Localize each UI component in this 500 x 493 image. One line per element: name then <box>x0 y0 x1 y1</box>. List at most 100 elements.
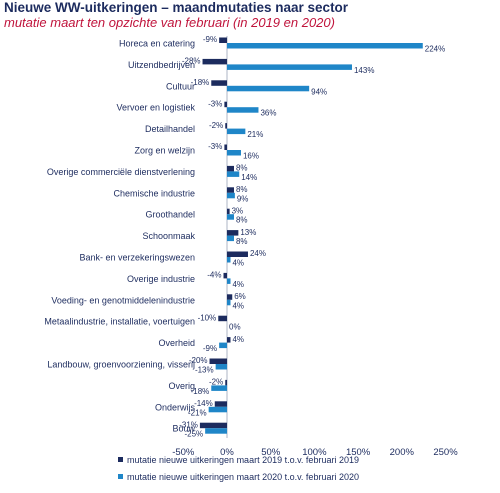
x-tick-label: 200% <box>390 447 415 458</box>
bar-series-1 <box>225 379 227 386</box>
data-label-series-1: 4% <box>232 335 244 344</box>
category-label: Chemische industrie <box>113 188 195 198</box>
data-label-series-1: 3% <box>232 206 244 215</box>
data-label-series-1: 13% <box>240 228 256 237</box>
category-label: Cultuur <box>166 81 195 91</box>
bar-series-1 <box>225 123 227 129</box>
bar-series-2 <box>227 85 310 92</box>
legend-swatch-2 <box>118 474 123 479</box>
data-label-series-2: 94% <box>311 87 327 96</box>
bar-series-1 <box>227 230 239 236</box>
data-label-series-1: -3% <box>208 99 222 108</box>
bar-series-2 <box>227 150 241 156</box>
category-label: Vervoer en logistiek <box>116 103 195 113</box>
bar-series-2 <box>227 192 235 199</box>
bar-series-1 <box>227 165 234 172</box>
category-label: Overig <box>168 381 195 391</box>
data-label-series-2: 8% <box>236 216 248 225</box>
bar-series-2 <box>227 128 246 135</box>
bar-series-2 <box>227 235 234 242</box>
chart-title: Nieuwe WW-uitkeringen – maandmutaties na… <box>4 0 349 15</box>
data-label-series-1: -4% <box>207 271 221 280</box>
data-label-series-2: 14% <box>241 173 257 182</box>
x-tick-label: 50% <box>261 447 281 458</box>
bar-series-1 <box>218 315 227 322</box>
data-label-series-1: -31% <box>179 420 198 429</box>
legend-swatch-1 <box>118 457 123 462</box>
bar-series-1 <box>227 251 248 257</box>
data-label-series-1: -14% <box>194 399 213 408</box>
chart-subtitle: mutatie maart ten opzichte van februari … <box>4 15 335 30</box>
data-label-series-1: -9% <box>203 35 217 44</box>
category-label: Overheid <box>158 338 195 348</box>
data-label-series-2: -9% <box>203 344 217 353</box>
x-tick-label: 0% <box>220 447 234 458</box>
bar-series-2 <box>205 428 227 434</box>
bar-series-2 <box>219 342 227 349</box>
x-tick-label: 250% <box>433 447 458 458</box>
data-label-series-1: 24% <box>250 249 266 258</box>
data-label-series-1: -10% <box>198 313 217 322</box>
bar-series-2 <box>227 171 240 177</box>
bar-series-1 <box>199 422 227 429</box>
category-label: Uitzendbedrijven <box>128 60 195 70</box>
data-label-series-2: -13% <box>195 366 214 375</box>
category-label: Zorg en welzijn <box>134 146 195 156</box>
data-label-series-2: -25% <box>184 430 203 439</box>
bar-series-1 <box>227 294 233 300</box>
bar-series-2 <box>227 43 423 49</box>
data-label-series-2: 143% <box>354 66 374 75</box>
bar-series-2 <box>215 364 227 370</box>
category-label: Schoonmaak <box>142 231 195 241</box>
bar-series-1 <box>219 37 227 43</box>
bar-series-1 <box>227 187 234 193</box>
data-label-series-2: 4% <box>232 280 244 289</box>
bar-series-1 <box>211 80 227 86</box>
x-tick-label: 150% <box>346 447 371 458</box>
data-label-series-2: -18% <box>191 387 210 396</box>
bar-series-1 <box>202 58 227 65</box>
bar-series-2 <box>227 257 231 263</box>
data-label-series-2: 4% <box>232 301 244 310</box>
data-label-series-2: 16% <box>243 152 259 161</box>
category-label: Voeding- en genotmiddelenindustrie <box>51 295 195 305</box>
bar-series-2 <box>208 406 227 413</box>
category-label: Onderwijs <box>155 402 196 412</box>
data-label-series-2: 36% <box>260 109 276 118</box>
data-label-series-1: -20% <box>189 356 208 365</box>
bar-series-1 <box>224 144 227 150</box>
data-label-series-2: 4% <box>232 259 244 268</box>
legend-label-2: mutatie nieuwe uitkeringen maart 2020 t.… <box>127 472 359 482</box>
category-label: Bouw <box>172 424 195 434</box>
bar-series-1 <box>209 358 227 364</box>
category-label: Landbouw, groenvoorziening, visserij <box>47 360 195 370</box>
data-label-series-1: -18% <box>191 78 210 87</box>
bar-series-2 <box>227 278 231 284</box>
category-label: Overige industrie <box>127 274 195 284</box>
data-label-series-1: 8% <box>236 185 248 194</box>
category-label: Groothandel <box>145 210 195 220</box>
data-label-series-2: 9% <box>237 194 249 203</box>
bar-series-2 <box>227 214 234 220</box>
category-label: Horeca en catering <box>119 39 195 49</box>
data-label-series-1: -2% <box>209 121 223 130</box>
category-label: Overige commerciële dienstverlening <box>47 167 195 177</box>
category-label: Metaalindustrie, installatie, voertuigen <box>44 317 195 327</box>
x-tick-label: 100% <box>302 447 327 458</box>
data-label-series-1: 6% <box>234 292 246 301</box>
bar-series-1 <box>227 337 231 343</box>
bar-series-2 <box>227 107 259 113</box>
bar-series-1 <box>223 272 227 279</box>
bar-series-2 <box>227 299 231 306</box>
bar-series-2 <box>227 64 352 70</box>
data-label-series-1: 8% <box>236 164 248 173</box>
data-label-series-1: -2% <box>209 378 223 387</box>
x-tick-label: -50% <box>172 447 195 458</box>
data-label-series-2: 224% <box>425 45 445 54</box>
data-label-series-2: 21% <box>247 130 263 139</box>
bar-series-1 <box>227 208 230 215</box>
legend-label-1: mutatie nieuwe uitkeringen maart 2019 t.… <box>127 455 359 465</box>
data-label-series-2: 8% <box>236 237 248 246</box>
bar-series-1 <box>214 401 227 407</box>
